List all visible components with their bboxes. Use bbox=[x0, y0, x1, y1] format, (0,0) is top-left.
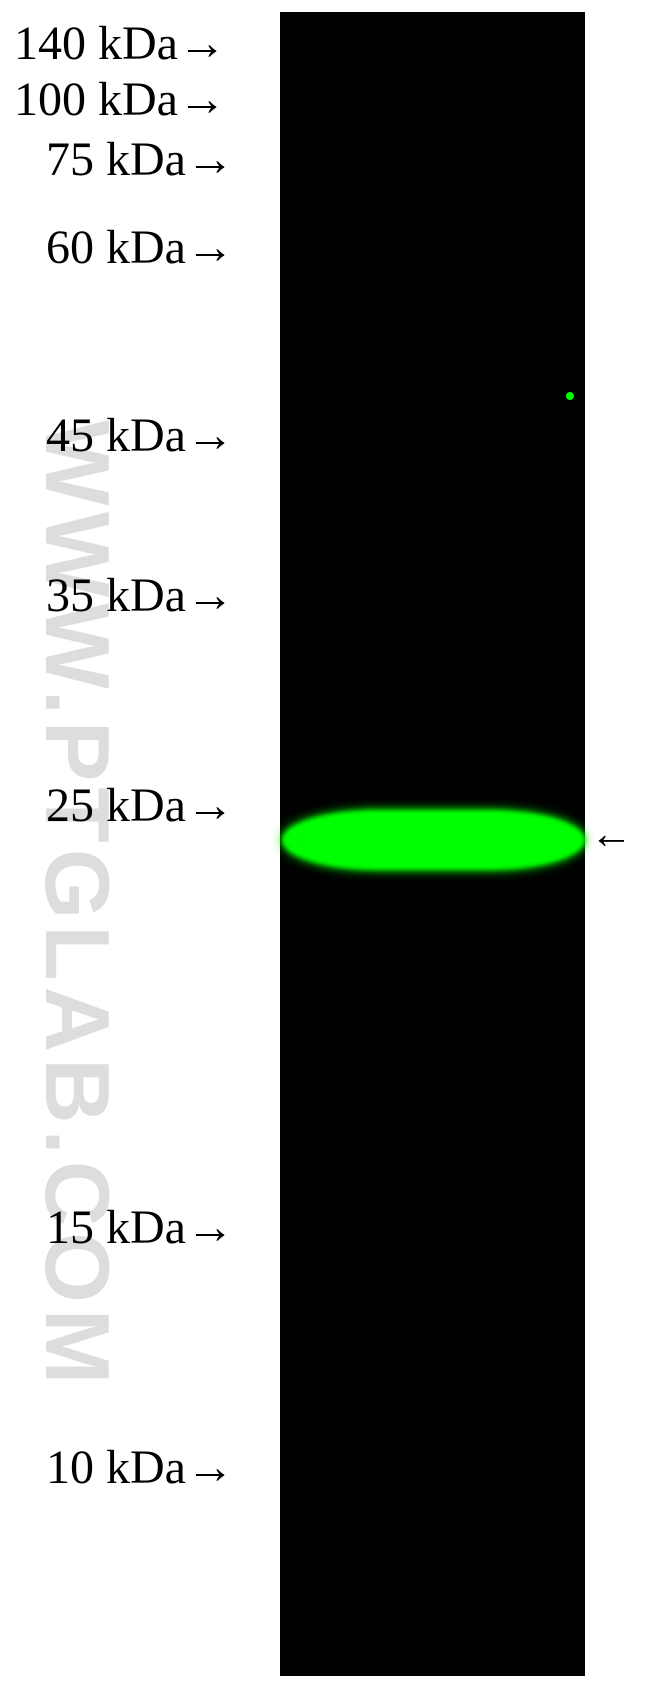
mw-marker-label: 35 kDa→ bbox=[46, 568, 234, 623]
mw-marker-label: 25 kDa→ bbox=[46, 778, 234, 833]
mw-marker-label: 10 kDa→ bbox=[46, 1440, 234, 1495]
mw-marker-label: 15 kDa→ bbox=[46, 1200, 234, 1255]
mw-marker-label: 60 kDa→ bbox=[46, 220, 234, 275]
fluorescent-speck bbox=[566, 392, 574, 400]
mw-marker-label: 75 kDa→ bbox=[46, 132, 234, 187]
western-blot-figure: WWW.PTGLAB.COM ← 140 kDa→100 kDa→75 kDa→… bbox=[0, 0, 650, 1686]
mw-marker-label: 140 kDa→ bbox=[14, 16, 226, 71]
mw-marker-label: 45 kDa→ bbox=[46, 408, 234, 463]
mw-marker-label: 100 kDa→ bbox=[14, 72, 226, 127]
band-indicator-arrow: ← bbox=[590, 810, 633, 859]
detected-band bbox=[282, 810, 585, 870]
